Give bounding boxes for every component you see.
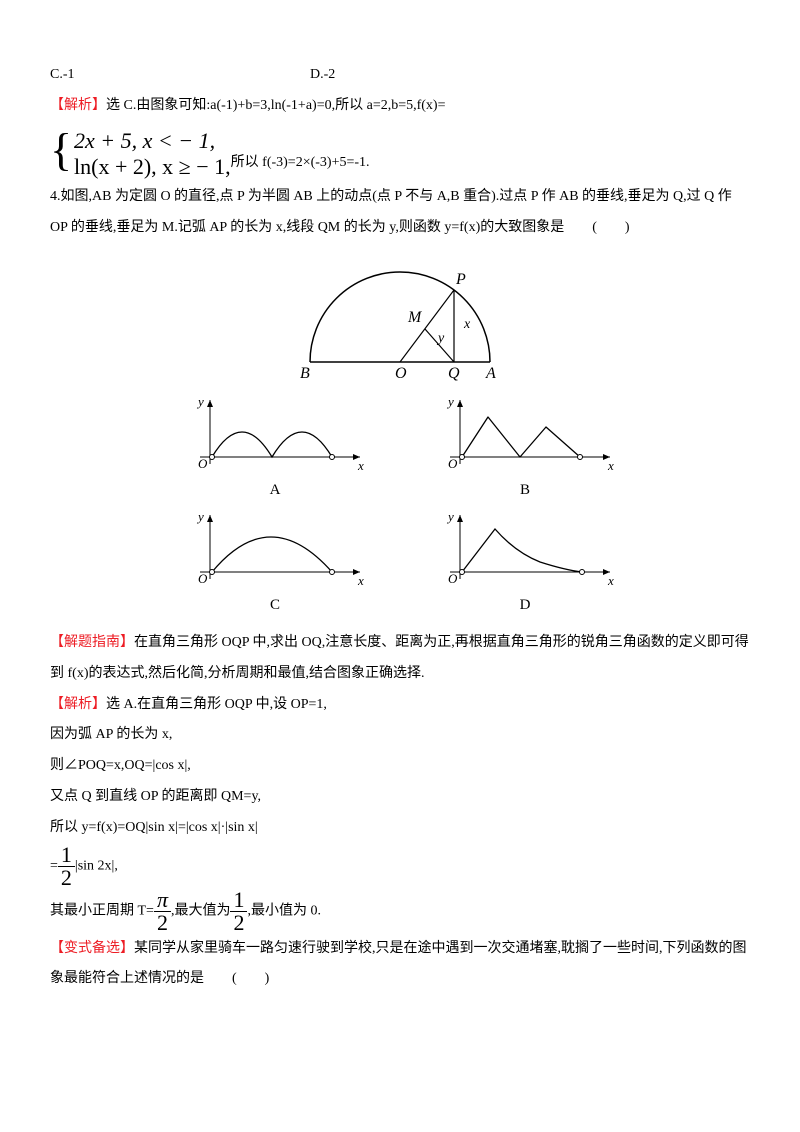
- svg-text:x: x: [463, 317, 471, 332]
- choice-grid: O x y A O x y B: [120, 392, 680, 622]
- variant-text: 某同学从家里骑车一路匀速行驶到学校,只是在途中遇到一次交通堵塞,耽搁了一些时间,…: [50, 941, 747, 987]
- svg-text:x: x: [357, 458, 364, 472]
- svg-text:x: x: [357, 573, 364, 587]
- svg-text:Q: Q: [448, 365, 460, 382]
- choice-b-label: B: [430, 474, 620, 507]
- svg-text:y: y: [436, 331, 445, 346]
- solution3: 【解析】选 C.由图象可知:a(-1)+b=3,ln(-1+a)=0,所以 a=…: [50, 91, 750, 122]
- solution4-line5: 所以 y=f(x)=OQ|sin x|=|cos x|·|sin x|: [50, 813, 750, 844]
- svg-text:O: O: [198, 456, 208, 471]
- svg-text:x: x: [607, 458, 614, 472]
- solution4-line6: =12|sin 2x|,: [50, 844, 750, 889]
- options-row: C.-1 D.-2: [50, 60, 750, 91]
- semicircle-diagram: P M y x B O Q A: [50, 252, 750, 382]
- svg-text:O: O: [395, 365, 407, 382]
- choice-a-label: A: [180, 474, 370, 507]
- variant-label: 【变式备选】: [50, 941, 134, 956]
- svg-text:O: O: [448, 456, 458, 471]
- piecewise-row: { 2x + 5, x < − 1, ln(x + 2), x ≥ − 1, 所…: [50, 122, 750, 183]
- fraction-pi-2: π2: [154, 889, 171, 934]
- choice-d-label: D: [430, 589, 620, 622]
- svg-text:y: y: [446, 394, 454, 409]
- svg-text:y: y: [446, 509, 454, 524]
- choice-c: O x y C: [180, 507, 370, 622]
- option-d: D.-2: [310, 60, 335, 91]
- solution4-label: 【解析】: [50, 697, 106, 712]
- svg-text:M: M: [407, 309, 423, 326]
- svg-text:O: O: [448, 571, 458, 586]
- hint-label: 【解题指南】: [50, 635, 134, 650]
- svg-text:O: O: [198, 571, 208, 586]
- svg-text:x: x: [607, 573, 614, 587]
- svg-text:A: A: [485, 365, 496, 382]
- variant: 【变式备选】某同学从家里骑车一路匀速行驶到学校,只是在途中遇到一次交通堵塞,耽搁…: [50, 934, 750, 996]
- choice-d: O x y D: [430, 507, 620, 622]
- choice-b: O x y B: [430, 392, 620, 507]
- solution4-line4: 又点 Q 到直线 OP 的距离即 QM=y,: [50, 782, 750, 813]
- solution4-line1: 【解析】选 A.在直角三角形 OQP 中,设 OP=1,: [50, 690, 750, 721]
- fraction-half-2: 12: [230, 889, 247, 934]
- solution3-text: 选 C.由图象可知:a(-1)+b=3,ln(-1+a)=0,所以 a=2,b=…: [106, 98, 446, 113]
- piecewise-line2: ln(x + 2), x ≥ − 1,: [74, 154, 231, 180]
- solution4-line3: 则∠POQ=x,OQ=|cos x|,: [50, 751, 750, 782]
- piecewise-formula: { 2x + 5, x < − 1, ln(x + 2), x ≥ − 1,: [50, 128, 231, 181]
- choice-c-label: C: [180, 589, 370, 622]
- svg-text:y: y: [196, 394, 204, 409]
- svg-text:P: P: [455, 271, 466, 288]
- choice-a: O x y A: [180, 392, 370, 507]
- solution4-line2: 因为弧 AP 的长为 x,: [50, 720, 750, 751]
- svg-text:B: B: [300, 365, 310, 382]
- solution4-line7: 其最小正周期 T=π2,最大值为12,最小值为 0.: [50, 889, 750, 934]
- question4: 4.如图,AB 为定圆 O 的直径,点 P 为半圆 AB 上的动点(点 P 不与…: [50, 182, 750, 244]
- option-c: C.-1: [50, 60, 310, 91]
- hint-text: 在直角三角形 OQP 中,求出 OQ,注意长度、距离为正,再根据直角三角形的锐角…: [50, 635, 749, 681]
- hint: 【解题指南】在直角三角形 OQP 中,求出 OQ,注意长度、距离为正,再根据直角…: [50, 628, 750, 690]
- svg-text:y: y: [196, 509, 204, 524]
- piecewise-line1: 2x + 5, x < − 1,: [74, 128, 231, 154]
- solution3-tail: 所以 f(-3)=2×(-3)+5=-1.: [231, 148, 370, 183]
- fraction-half-1: 12: [58, 844, 75, 889]
- solution3-label: 【解析】: [50, 98, 106, 113]
- brace-icon: {: [50, 122, 72, 177]
